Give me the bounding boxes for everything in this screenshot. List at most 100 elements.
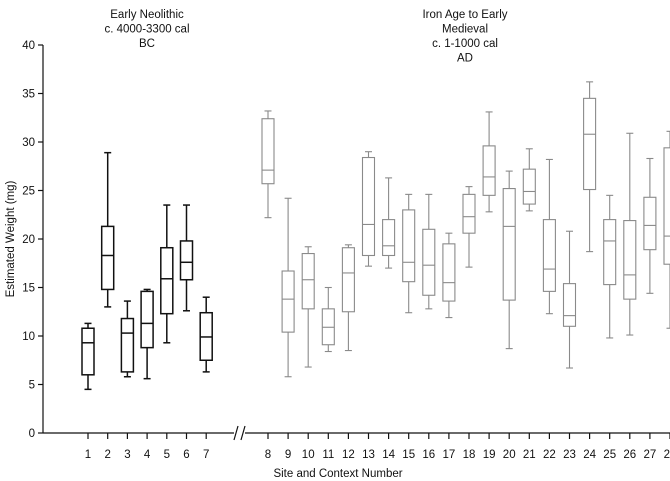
x-tick-label: 3 [124, 449, 130, 461]
box-14 [382, 177, 396, 269]
x-tick-label: 4 [144, 449, 151, 461]
box-13 [361, 151, 376, 267]
y-tick-label: 15 [22, 283, 35, 295]
x-tick-label: 6 [183, 449, 189, 461]
box-iqr [81, 327, 95, 376]
box-27 [643, 157, 657, 294]
box-26 [623, 132, 637, 336]
box-iqr [341, 247, 355, 313]
box-25 [603, 194, 617, 339]
box-iqr [562, 283, 577, 327]
group-label-line: c. 1-1000 cal [432, 38, 498, 50]
box-iqr [542, 219, 556, 292]
y-tick-label: 0 [29, 428, 35, 440]
box-iqr [603, 219, 617, 286]
box-iqr [120, 317, 135, 373]
x-tick-label: 7 [203, 449, 209, 461]
group-label-line: c. 4000-3300 cal [104, 24, 189, 36]
box-iqr [382, 219, 396, 257]
x-ticks: 1 2 3 4 5 6 7 8 9 10 11 12 13 14 15 16 17 18 19 20 21 22 23 24 2… [85, 433, 670, 461]
x-tick-label: 12 [342, 449, 355, 461]
box-iqr [482, 145, 496, 196]
box-iqr [442, 243, 456, 302]
box-16 [422, 193, 436, 310]
box-19 [482, 111, 496, 213]
box-11 [321, 286, 335, 353]
x-tick-label: 15 [402, 449, 415, 461]
box-iqr [502, 188, 516, 301]
x-tick-label: 11 [322, 449, 334, 461]
box-iqr [140, 290, 154, 349]
box-4 [140, 288, 154, 380]
x-tick-label: 28 [664, 449, 670, 461]
x-tick-label: 9 [285, 449, 291, 461]
x-tick-label: 20 [503, 449, 516, 461]
y-tick-label: 20 [22, 234, 35, 246]
x-tick-label: 8 [265, 449, 271, 461]
box-21 [522, 148, 536, 212]
y-ticks: 0 5 10 15 20 25 30 35 40 [22, 40, 43, 440]
x-axis-label: Site and Context Number [273, 468, 402, 480]
box-1 [81, 322, 95, 391]
box-28 [663, 130, 670, 329]
group-label-line: Early Neolithic [110, 9, 184, 21]
box-iqr [663, 147, 670, 265]
group-label-line: Medieval [442, 24, 488, 36]
box-18 [462, 186, 476, 268]
box-iqr [422, 228, 436, 296]
box-7 [199, 296, 213, 373]
x-tick-label: 21 [523, 449, 536, 461]
box-iqr [160, 246, 174, 315]
x-tick-label: 14 [382, 449, 395, 461]
y-tick-label: 10 [22, 331, 35, 343]
x-tick-label: 22 [543, 449, 556, 461]
y-tick-label: 25 [22, 186, 35, 198]
y-tick-label: 30 [22, 137, 35, 149]
box-2 [100, 151, 115, 308]
x-tick-label: 23 [563, 449, 576, 461]
x-tick-label: 13 [362, 449, 375, 461]
box-3 [120, 300, 135, 378]
box-8 [261, 110, 275, 219]
box-iqr [301, 253, 315, 310]
group-label-line: BC [139, 38, 155, 50]
box-iqr [643, 196, 657, 251]
box-6 [179, 204, 194, 312]
group-label-line: AD [457, 53, 473, 65]
y-axis-label: Estimated Weight (mg) [5, 180, 17, 297]
box-iqr [281, 270, 295, 333]
x-tick-label: 26 [623, 449, 636, 461]
box-iqr [583, 97, 597, 191]
box-20 [502, 170, 516, 350]
x-tick-label: 2 [104, 449, 110, 461]
box-5 [160, 204, 174, 344]
box-iqr [522, 168, 536, 205]
x-tick-label: 19 [483, 449, 496, 461]
box-17 [442, 232, 456, 319]
box-22 [542, 158, 556, 315]
x-tick-label: 17 [443, 449, 456, 461]
x-tick-label: 10 [302, 449, 315, 461]
box-12 [341, 244, 355, 352]
box-iqr [462, 193, 476, 234]
box-9 [281, 197, 295, 378]
x-tick-label: 27 [644, 449, 657, 461]
x-tick-label: 25 [603, 449, 616, 461]
box-10 [301, 246, 315, 368]
box-15 [402, 193, 416, 314]
box-iqr [623, 220, 637, 300]
box-iqr [100, 225, 115, 291]
box-iqr [261, 118, 275, 185]
x-tick-label: 5 [164, 449, 170, 461]
x-tick-label: 1 [85, 449, 91, 461]
x-tick-label: 16 [422, 449, 435, 461]
box-iqr [402, 209, 416, 283]
box-iqr [179, 240, 194, 281]
group-labels: Early Neolithic c. 4000-3300 cal BC Iron Ag… [104, 9, 507, 65]
box-series [81, 81, 670, 391]
box-23 [562, 230, 577, 369]
group-label-line: Iron Age to Early [422, 9, 507, 21]
y-tick-label: 5 [29, 380, 35, 392]
x-tick-label: 24 [583, 449, 596, 461]
